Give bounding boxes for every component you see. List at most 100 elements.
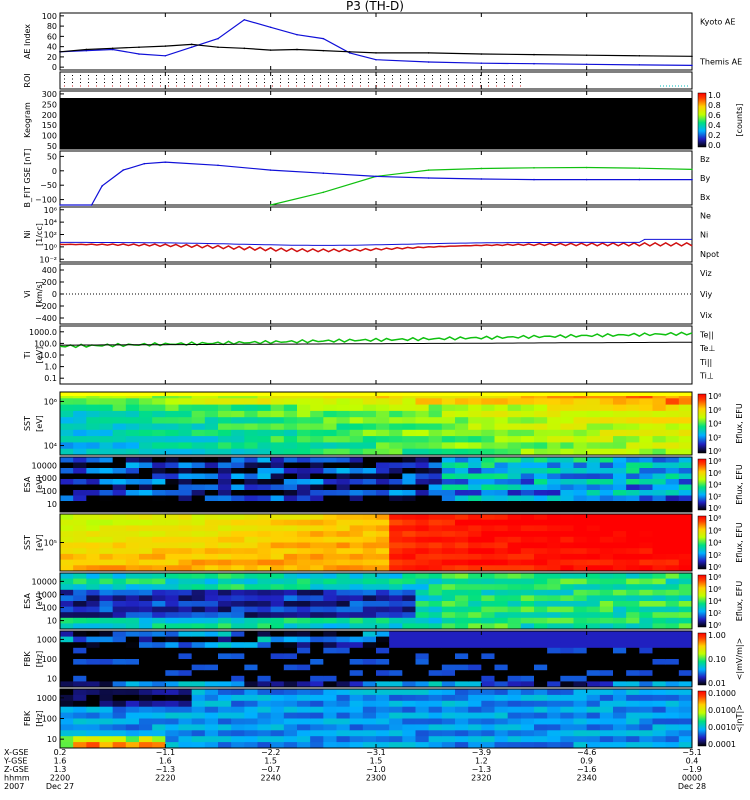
heat-cell: [652, 553, 667, 561]
colorbar-tick: 10²: [708, 609, 721, 618]
heat-cell: [178, 423, 193, 431]
heat-cell: [257, 468, 272, 474]
heat-cell: [441, 612, 456, 619]
heat-cell: [323, 473, 337, 480]
heat-cell: [218, 573, 232, 580]
y-tick-label: 10⁴: [44, 218, 57, 227]
heat-cell: [231, 623, 245, 630]
heat-cell: [60, 490, 74, 496]
heat-cell: [244, 636, 258, 643]
heat-cell: [218, 479, 232, 485]
heat-cell: [270, 531, 285, 538]
heat-cell: [415, 706, 430, 714]
legend-entry: Npot: [700, 250, 719, 259]
heat-cell: [626, 448, 640, 456]
heat-cell: [520, 689, 535, 696]
heat-cell: [468, 468, 482, 474]
heat-cell: [86, 484, 100, 491]
heat-cell: [283, 442, 298, 450]
heat-cell: [441, 578, 456, 585]
heat-cell: [520, 573, 535, 580]
heat-cell: [349, 724, 364, 731]
heat-cell: [376, 436, 390, 443]
heat-cell: [376, 742, 390, 749]
roi-dot: [512, 78, 513, 80]
roi-dot: [456, 85, 457, 87]
heat-cell: [678, 506, 693, 513]
heat-cell: [165, 724, 179, 731]
heat-cell: [639, 617, 653, 624]
heat-cell: [231, 410, 245, 418]
heat-cell: [376, 595, 390, 602]
heat-cell: [323, 601, 337, 608]
heat-cell: [60, 462, 74, 469]
heat-cell: [336, 501, 351, 507]
heat-cell: [678, 448, 693, 456]
colorbar-tick: 10²: [708, 433, 721, 442]
heat-cell: [560, 531, 574, 538]
heat-cell: [507, 623, 522, 630]
roi-dot: [168, 75, 169, 76]
heat-cell: [125, 694, 140, 702]
heat-cell: [99, 612, 114, 619]
heat-cell: [270, 448, 285, 456]
heat-cell: [586, 589, 601, 596]
heat-cell: [455, 542, 469, 549]
heat-cell: [639, 636, 653, 643]
heat-cell: [297, 595, 311, 602]
heat-cell: [125, 573, 140, 580]
heat-cell: [362, 670, 377, 677]
heat-cell: [652, 653, 667, 660]
heat-cell: [139, 724, 153, 731]
heat-cell: [191, 595, 206, 602]
heat-cell: [599, 631, 614, 638]
roi-dot: [360, 85, 361, 87]
roi-dot: [208, 78, 209, 80]
heat-cell: [349, 506, 364, 513]
heat-cell: [415, 595, 430, 602]
heat-cell: [257, 490, 272, 496]
legend-entry: Bz: [700, 155, 710, 164]
heat-cell: [178, 689, 193, 696]
heat-cell: [165, 548, 179, 555]
heat-cell: [481, 578, 495, 585]
heat-cell: [152, 612, 166, 619]
heat-cell: [310, 417, 324, 424]
heat-cell: [244, 423, 258, 431]
heat-cell: [204, 442, 219, 450]
heat-cell: [586, 642, 601, 649]
roi-dot: [288, 85, 289, 87]
heat-cell: [125, 623, 140, 630]
heat-cell: [60, 675, 74, 682]
heat-cell: [165, 664, 179, 671]
heat-cell: [376, 675, 390, 682]
heat-cell: [468, 584, 482, 591]
heat-cell: [678, 429, 693, 437]
heat-cell: [178, 636, 193, 643]
heat-cell: [599, 636, 614, 643]
heat-cell: [349, 442, 364, 450]
heat-cell: [376, 525, 390, 532]
heat-cell: [139, 617, 153, 624]
heat-cell: [665, 548, 680, 555]
heat-cell: [520, 623, 535, 630]
heat-cell: [441, 742, 456, 749]
heat-cell: [73, 410, 87, 418]
heat-cell: [455, 642, 469, 649]
roi-dot: [320, 75, 321, 76]
heat-cell: [73, 442, 87, 450]
heat-cell: [73, 519, 87, 526]
heat-cell: [362, 462, 377, 469]
heat-cell: [349, 623, 364, 630]
heat-cell: [310, 578, 324, 585]
heat-cell: [402, 700, 416, 708]
heat-cell: [389, 612, 403, 619]
heat-cell: [402, 631, 416, 638]
heat-cell: [336, 642, 351, 649]
heat-cell: [639, 506, 653, 513]
heat-cell: [218, 442, 232, 450]
heat-cell: [178, 473, 193, 480]
heat-cell: [257, 404, 272, 412]
heat-cell: [376, 718, 390, 725]
heat-cell: [362, 631, 377, 638]
